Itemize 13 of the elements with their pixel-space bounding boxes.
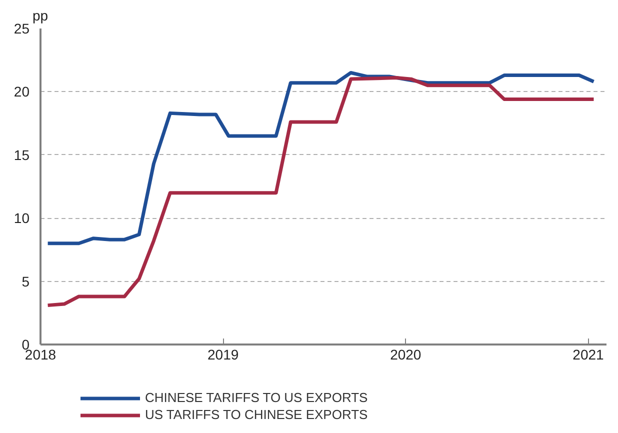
line-series xyxy=(46,76,596,308)
y-tick-label: 5 xyxy=(22,273,30,290)
x-tick-label: 2019 xyxy=(208,346,239,362)
y-tick-label: 20 xyxy=(14,84,30,100)
y-tick-label: 10 xyxy=(14,210,30,226)
x-tick-label: 2020 xyxy=(390,346,422,362)
y-tick-label: 25 xyxy=(14,20,30,36)
legend-label: CHINESE TARIFFS TO US EXPORTS xyxy=(145,390,368,405)
y-tick-label: 15 xyxy=(14,146,30,163)
legend-label: US TARIFFS TO CHINESE EXPORTS xyxy=(145,407,368,422)
x-tick-label: 2021 xyxy=(572,346,604,362)
line-series xyxy=(46,70,596,246)
y-axis-title: pp xyxy=(32,8,48,24)
